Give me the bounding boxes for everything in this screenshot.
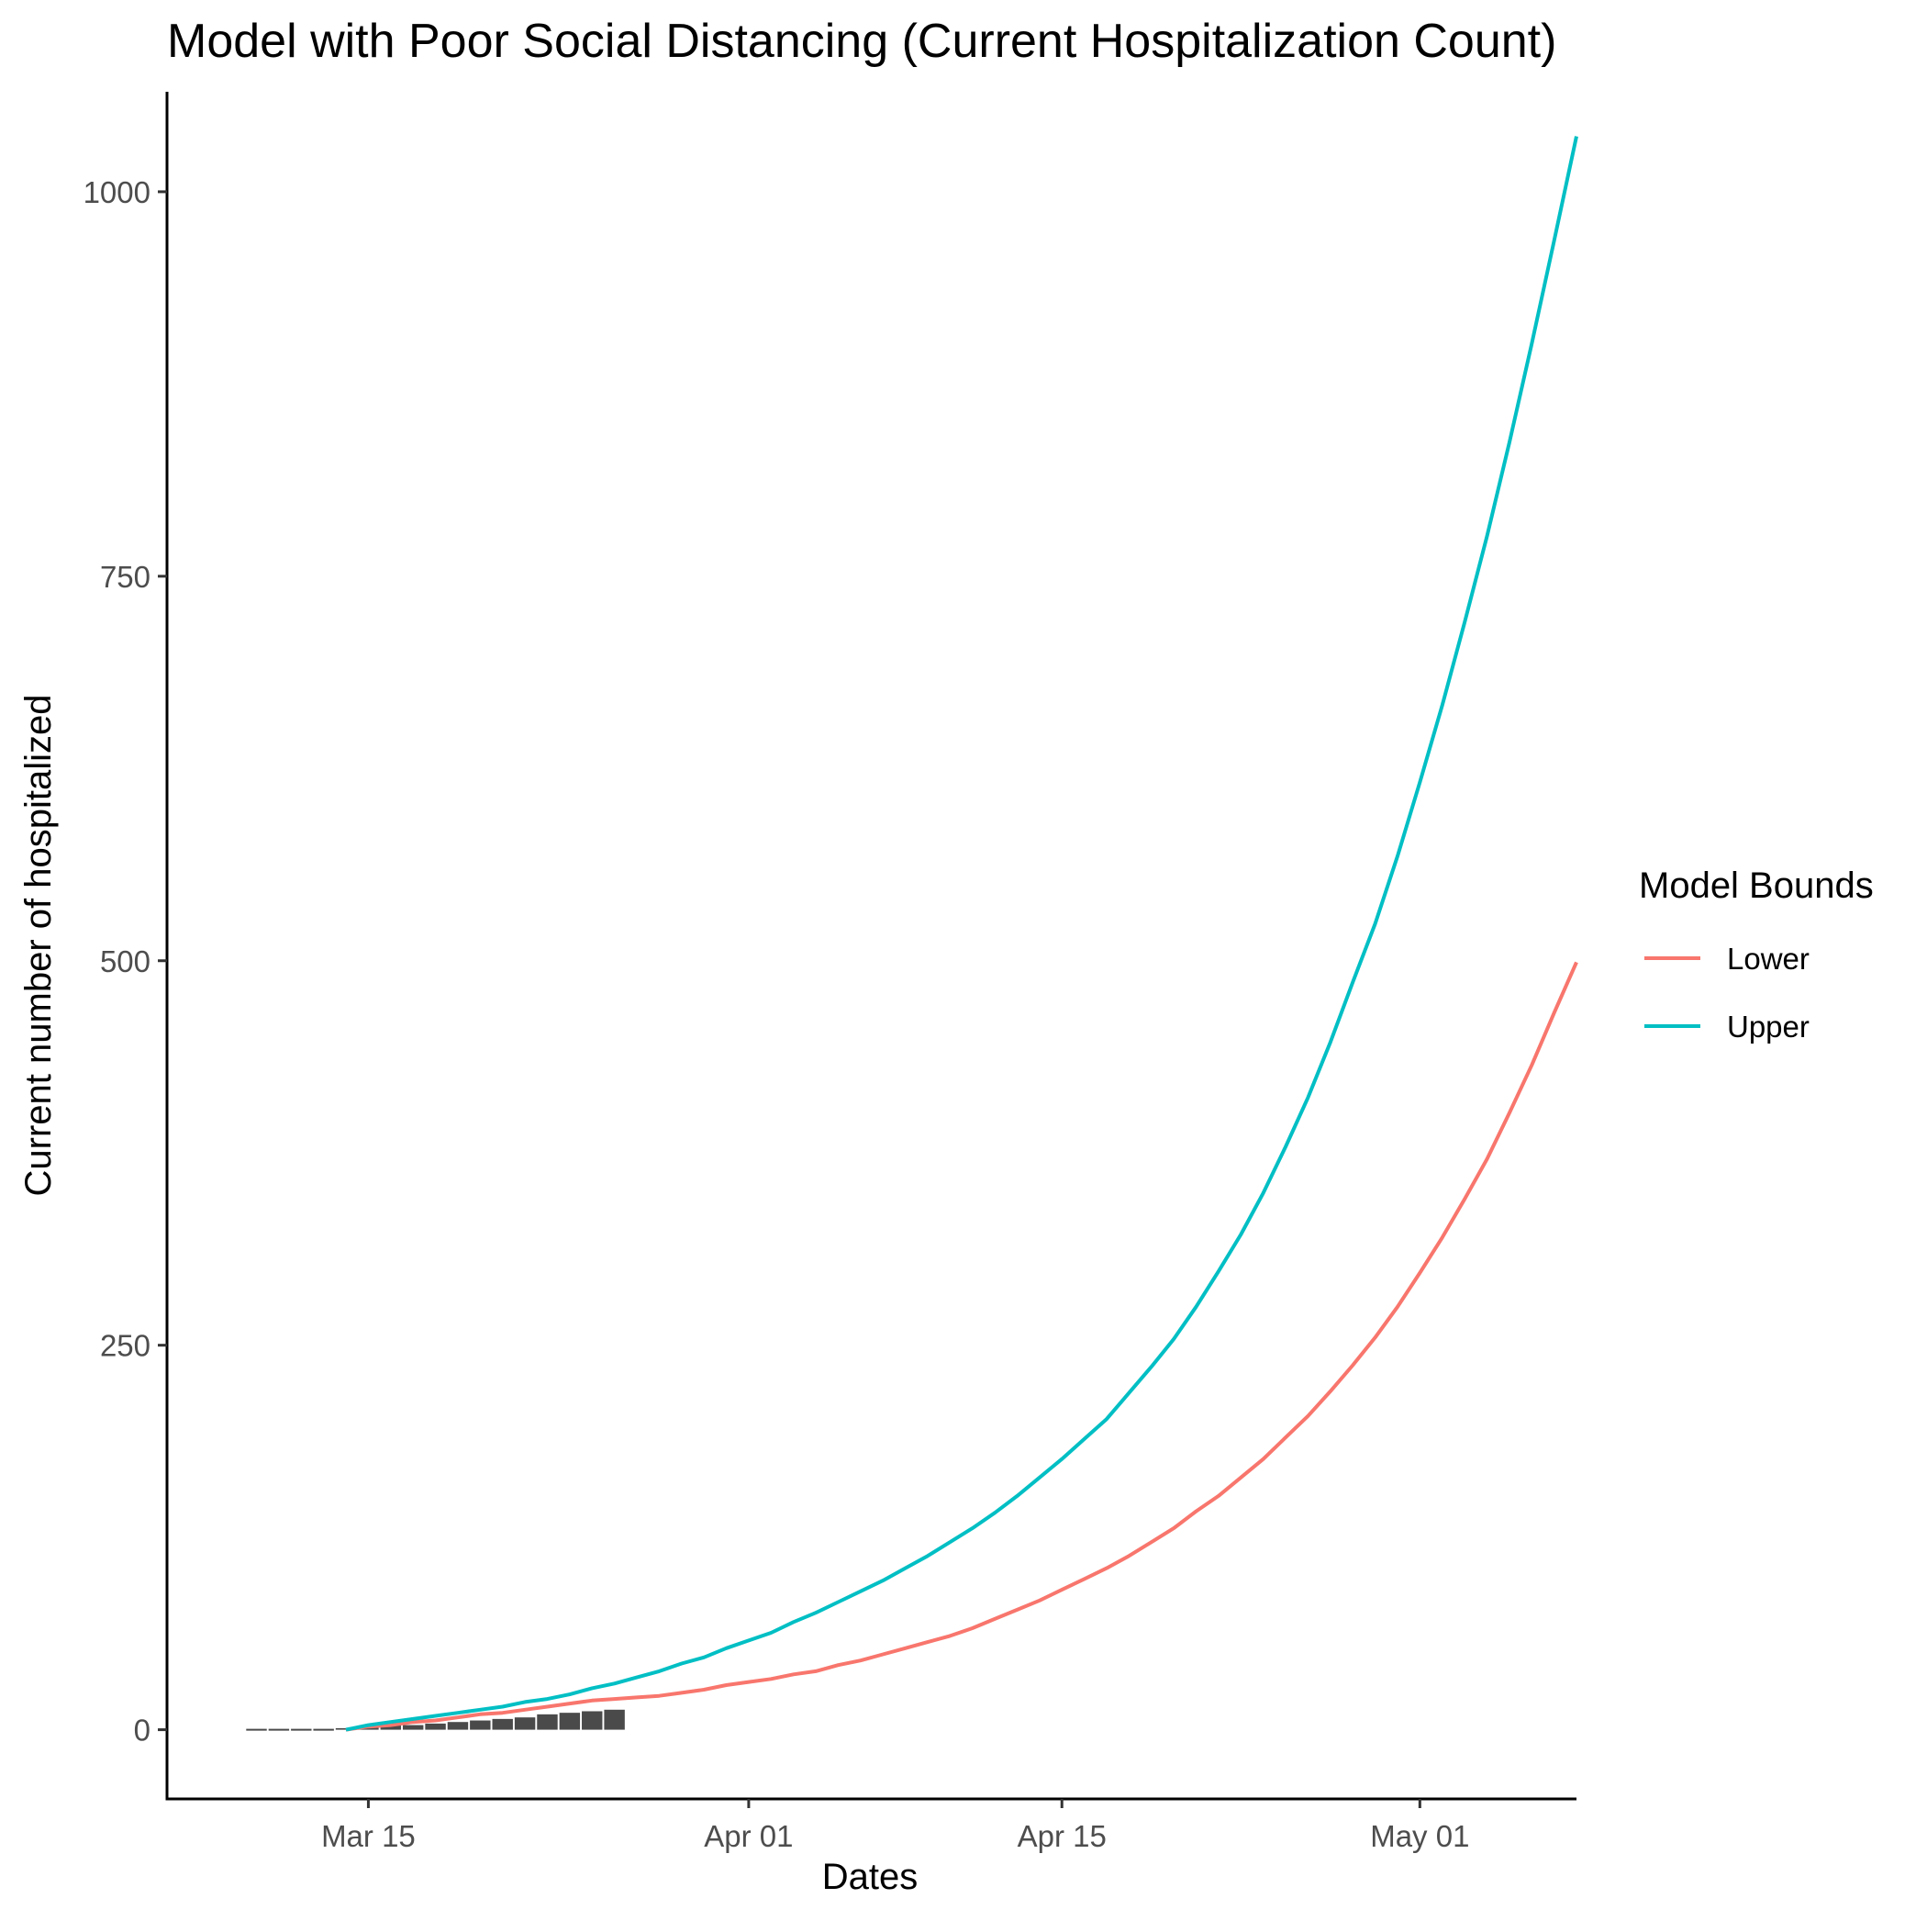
bar bbox=[380, 1725, 402, 1730]
y-tick-label: 500 bbox=[100, 944, 150, 978]
bar bbox=[402, 1725, 424, 1730]
y-axis-title: Current number of hospitalized bbox=[18, 695, 59, 1197]
bar bbox=[604, 1709, 625, 1730]
y-tick-label: 1000 bbox=[84, 175, 150, 209]
x-tick-label: Apr 01 bbox=[704, 1819, 793, 1853]
y-tick-label: 750 bbox=[100, 560, 150, 594]
chart-title: Model with Poor Social Distancing (Curre… bbox=[167, 15, 1556, 68]
lines-layer bbox=[345, 136, 1578, 1732]
series-line-upper bbox=[345, 136, 1578, 1732]
legend-title: Model Bounds bbox=[1639, 865, 1874, 906]
x-axis-ticks: Mar 15 Apr 01 Apr 15 May 01 bbox=[321, 1799, 1469, 1853]
y-axis-ticks: 0 250 500 750 1000 bbox=[84, 175, 167, 1748]
legend: Model Bounds Lower Upper bbox=[1639, 865, 1874, 1044]
series-line-lower bbox=[345, 961, 1578, 1732]
bar bbox=[537, 1714, 558, 1730]
bar bbox=[470, 1720, 491, 1730]
y-tick-label: 250 bbox=[100, 1329, 150, 1363]
x-axis-title: Dates bbox=[822, 1857, 919, 1897]
x-tick-label: Apr 15 bbox=[1018, 1819, 1107, 1853]
legend-label-upper: Upper bbox=[1727, 1010, 1810, 1044]
legend-label-lower: Lower bbox=[1727, 942, 1810, 976]
bar bbox=[425, 1723, 446, 1730]
x-tick-label: Mar 15 bbox=[321, 1819, 416, 1853]
bar bbox=[447, 1722, 469, 1730]
bar bbox=[492, 1718, 513, 1730]
bar bbox=[514, 1717, 536, 1730]
bars-layer bbox=[246, 1709, 625, 1731]
y-tick-label: 0 bbox=[134, 1714, 150, 1748]
bar bbox=[582, 1711, 603, 1730]
bar bbox=[559, 1713, 581, 1730]
x-tick-label: May 01 bbox=[1370, 1819, 1469, 1853]
